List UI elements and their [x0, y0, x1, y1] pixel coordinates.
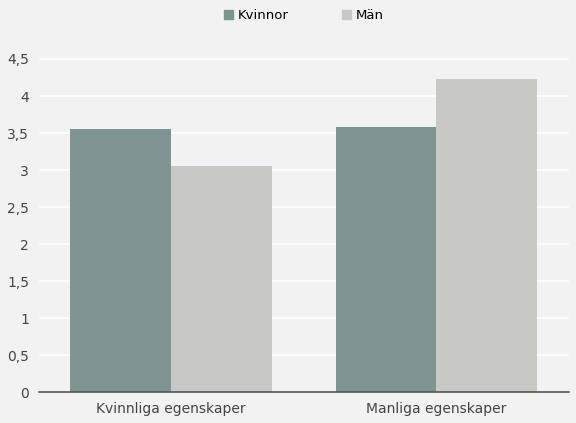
Bar: [70, 129, 171, 393]
Bar: [171, 166, 272, 393]
Bar: [336, 127, 437, 393]
Bar: [437, 79, 537, 393]
Legend: Kvinnor, Män: Kvinnor, Män: [218, 4, 389, 27]
